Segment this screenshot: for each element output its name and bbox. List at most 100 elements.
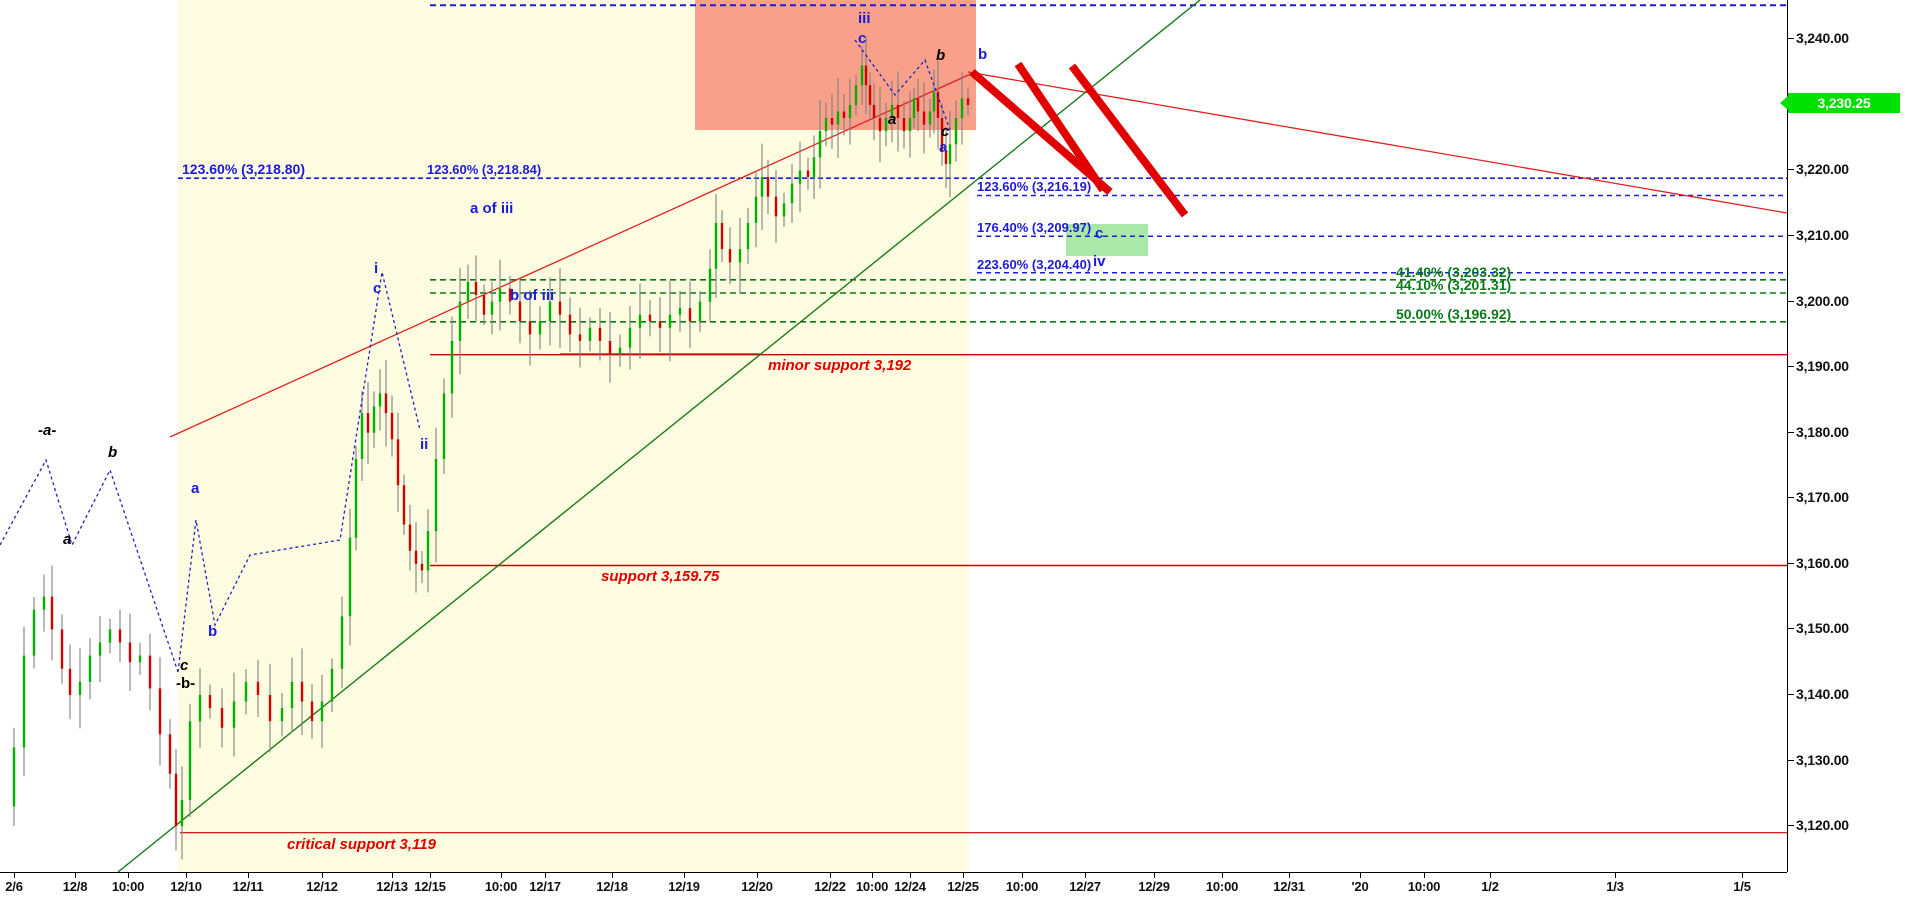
tick-mark-icon <box>1788 497 1794 499</box>
elliott-wave-label: iii <box>858 10 871 27</box>
horizontal-level-lines <box>178 4 1787 834</box>
tick-mark-icon <box>75 873 76 878</box>
support-level-label: minor support 3,192 <box>768 357 912 375</box>
time-axis-label: 10:00 <box>1205 879 1239 894</box>
price-axis-label: 3,120.00 <box>1796 817 1849 834</box>
tick-mark-icon <box>430 873 431 878</box>
tick-mark-icon <box>392 873 393 878</box>
elliott-wave-label: -a- <box>38 422 57 439</box>
tick-mark-icon <box>1788 431 1794 433</box>
time-axis-label: 12/8 <box>62 879 88 894</box>
yellow-session-zone <box>178 0 969 872</box>
tick-mark-icon <box>1615 873 1616 878</box>
tick-mark-icon <box>1360 873 1361 878</box>
tick-mark-icon <box>684 873 685 878</box>
time-axis-label: 2/6 <box>5 879 23 894</box>
time-axis[interactable]: 2/6 12/8 10:00 12/10 12/11 12/12 12/13 12/15 10:… <box>0 872 1787 904</box>
time-axis-label: 12/27 <box>1069 879 1101 894</box>
trend-lines <box>117 0 1787 872</box>
price-axis-label: 3,220.00 <box>1796 161 1849 178</box>
tick-mark-icon <box>1490 873 1491 878</box>
time-axis-label: 10:00 <box>855 879 889 894</box>
elliott-wave-label: c <box>858 30 867 47</box>
time-axis-label: 1/2 <box>1481 879 1499 894</box>
tick-mark-icon <box>14 873 15 878</box>
tick-mark-icon <box>830 873 831 878</box>
time-axis-label: 12/11 <box>232 879 264 894</box>
tick-mark-icon <box>1022 873 1023 878</box>
time-axis-label: 12/22 <box>814 879 846 894</box>
tick-mark-icon <box>128 873 129 878</box>
time-axis-label: 10:00 <box>1005 879 1039 894</box>
time-axis-label: 10:00 <box>111 879 145 894</box>
elliott-wave-label: iv <box>1093 253 1106 270</box>
time-axis-label: 1/5 <box>1733 879 1751 894</box>
last-price-badge[interactable]: 3,230.25 <box>1780 93 1900 114</box>
elliott-wave-label: b <box>936 47 946 64</box>
tick-mark-icon <box>1788 693 1794 695</box>
time-axis-label: 10:00 <box>484 879 518 894</box>
price-chart-plot-area[interactable] <box>0 0 1787 872</box>
elliott-wave-label: a <box>191 480 200 497</box>
time-axis-label: 12/31 <box>1273 879 1305 894</box>
price-axis-label: 3,150.00 <box>1796 620 1849 637</box>
price-axis-label: 3,240.00 <box>1796 30 1849 47</box>
tick-mark-icon <box>501 873 502 878</box>
fib-level-label-green: 50.00% (3,196.92) <box>1396 305 1512 322</box>
tick-mark-icon <box>1788 169 1794 171</box>
projection-arrow-2 <box>1014 61 1107 193</box>
tick-mark-icon <box>757 873 758 878</box>
time-axis-label: 12/19 <box>668 879 700 894</box>
fib-level-label-blue: 123.60% (3,218.84) <box>427 162 542 178</box>
tick-mark-icon <box>1788 759 1794 761</box>
tick-mark-icon <box>1085 873 1086 878</box>
elliott-wave-label: a <box>939 139 948 156</box>
tick-mark-icon <box>1154 873 1155 878</box>
highlight-zones <box>178 0 1148 872</box>
elliott-wave-label: b of iii <box>510 287 555 304</box>
fib-level-label-green: 41.40% (3,203.32) <box>1396 263 1512 280</box>
time-axis-label: 12/10 <box>170 879 202 894</box>
red-descending-trendline <box>967 71 1787 214</box>
time-axis-label: 12/29 <box>1138 879 1170 894</box>
price-axis-label: 3,140.00 <box>1796 685 1849 702</box>
tick-mark-icon <box>1424 873 1425 878</box>
time-axis-label: 12/25 <box>947 879 979 894</box>
tick-mark-icon <box>1788 300 1794 302</box>
time-axis-label: 1/3 <box>1606 879 1624 894</box>
time-axis-label: 12/24 <box>894 879 926 894</box>
elliott-wave-label: ii <box>420 436 429 453</box>
price-axis-label: 3,130.00 <box>1796 751 1849 768</box>
elliott-wave-label: b <box>978 46 988 63</box>
time-axis-label: 12/15 <box>414 879 446 894</box>
fib-level-label-blue: 176.40% (3,209.97) <box>977 220 1092 236</box>
tick-mark-icon <box>1788 235 1794 237</box>
elliott-wave-label: b <box>108 444 118 461</box>
tick-mark-icon <box>612 873 613 878</box>
red-zone <box>695 0 976 130</box>
zigzag-wave-abc-top <box>854 39 951 131</box>
tick-mark-icon <box>1788 825 1794 827</box>
tick-mark-icon <box>1222 873 1223 878</box>
fib-level-label-blue: 223.60% (3,204.40) <box>977 256 1092 272</box>
projection-arrow-3 <box>1068 63 1189 218</box>
elliott-wave-label: c <box>941 123 950 140</box>
price-axis[interactable]: 3,240.003,230.003,220.003,210.003,200.00… <box>1780 0 1905 872</box>
elliott-wave-label: c <box>373 280 382 297</box>
support-level-label: support 3,159.75 <box>601 568 720 586</box>
elliott-wave-label: c <box>180 657 189 674</box>
elliott-wave-label: -b- <box>176 675 196 692</box>
tick-mark-icon <box>1788 366 1794 368</box>
red-upper-trendline <box>169 71 976 438</box>
price-axis-label: 3,180.00 <box>1796 423 1849 440</box>
elliott-wave-label: i <box>374 260 379 277</box>
fib-level-label-blue: 123.60% (3,216.19) <box>977 179 1092 195</box>
tick-mark-icon <box>248 873 249 878</box>
tick-mark-icon <box>963 873 964 878</box>
tick-mark-icon <box>1788 562 1794 564</box>
time-axis-label: 12/17 <box>529 879 561 894</box>
time-axis-label: 12/12 <box>306 879 338 894</box>
chart-drawing-layer <box>0 0 1787 872</box>
elliott-wave-label: a <box>63 531 72 548</box>
